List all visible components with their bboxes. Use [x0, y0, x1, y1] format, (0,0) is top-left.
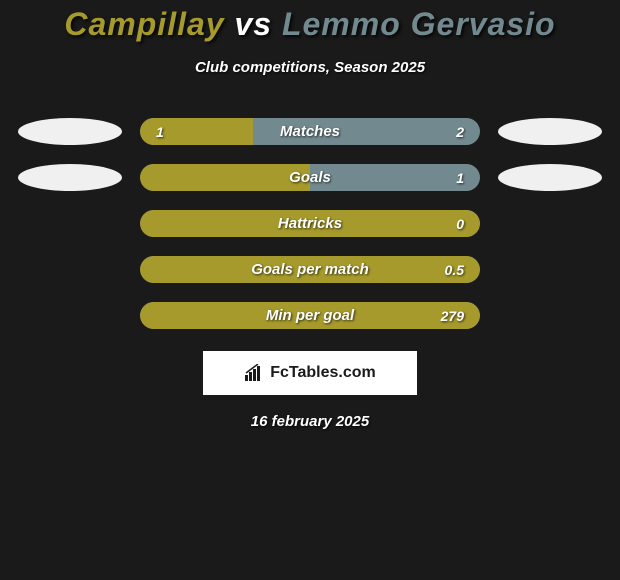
spacer: [498, 256, 602, 283]
stat-label: Min per goal: [140, 307, 480, 324]
stat-row: Min per goal279: [0, 302, 620, 329]
stat-row: 1Matches2: [0, 118, 620, 145]
bar-chart-icon: [244, 364, 266, 382]
brand-logo: FcTables.com: [203, 351, 417, 395]
stat-label: Matches: [140, 123, 480, 140]
stat-value-right: 0: [456, 216, 464, 232]
player-left-avatar: [18, 164, 122, 191]
stat-label: Goals: [140, 169, 480, 186]
stat-label: Goals per match: [140, 261, 480, 278]
stat-value-right: 279: [441, 308, 464, 324]
stat-row: Goals1: [0, 164, 620, 191]
stat-label: Hattricks: [140, 215, 480, 232]
spacer: [498, 302, 602, 329]
spacer: [18, 302, 122, 329]
stat-bar: Hattricks0: [140, 210, 480, 237]
page-title: Campillay vs Lemmo Gervasio: [0, 0, 620, 43]
date-text: 16 february 2025: [0, 413, 620, 430]
stat-value-right: 2: [456, 124, 464, 140]
spacer: [18, 210, 122, 237]
stat-bar: Goals per match0.5: [140, 256, 480, 283]
brand-text: FcTables.com: [270, 364, 376, 382]
spacer: [18, 256, 122, 283]
stat-row: Goals per match0.5: [0, 256, 620, 283]
page-subtitle: Club competitions, Season 2025: [0, 59, 620, 76]
player-right-avatar: [498, 118, 602, 145]
title-text: Campillay vs Lemmo Gervasio: [64, 6, 555, 42]
stat-value-right: 1: [456, 170, 464, 186]
stat-value-right: 0.5: [445, 262, 464, 278]
stat-bar: Min per goal279: [140, 302, 480, 329]
player-right-avatar: [498, 164, 602, 191]
stat-bar: Goals1: [140, 164, 480, 191]
stat-bar: 1Matches2: [140, 118, 480, 145]
player-left-avatar: [18, 118, 122, 145]
stats-container: 1Matches2Goals1Hattricks0Goals per match…: [0, 118, 620, 329]
stat-row: Hattricks0: [0, 210, 620, 237]
spacer: [498, 210, 602, 237]
